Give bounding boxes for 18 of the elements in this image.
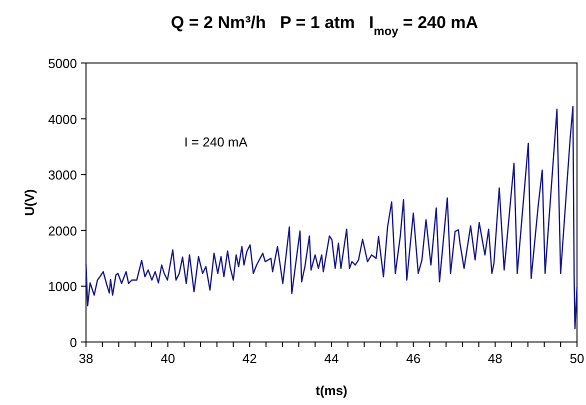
x-tick-label: 50: [570, 351, 584, 366]
line-series: [85, 106, 578, 330]
y-tick-label: 3000: [48, 168, 77, 183]
y-tick-label: 5000: [48, 56, 77, 71]
x-tick-label: 48: [488, 351, 502, 366]
x-tick-label: 46: [406, 351, 421, 366]
annotation: I = 240 mA: [184, 134, 248, 150]
y-tick-label: 1000: [48, 279, 77, 294]
x-tick-label: 40: [160, 351, 176, 366]
y-tick-label: 0: [70, 335, 77, 350]
y-tick-label: 2000: [48, 223, 77, 238]
x-tick-label: 38: [78, 351, 94, 366]
x-axis-title: t(ms): [316, 383, 348, 398]
y-tick-label: 4000: [48, 112, 77, 127]
x-tick-label: 44: [324, 351, 339, 366]
y-axis-title: U(V): [22, 189, 37, 216]
x-tick-label: 42: [242, 351, 257, 366]
chart-title: Q = 2 Nm³/h P = 1 atm I$_{moy}$ = 240 mA: [170, 13, 478, 38]
